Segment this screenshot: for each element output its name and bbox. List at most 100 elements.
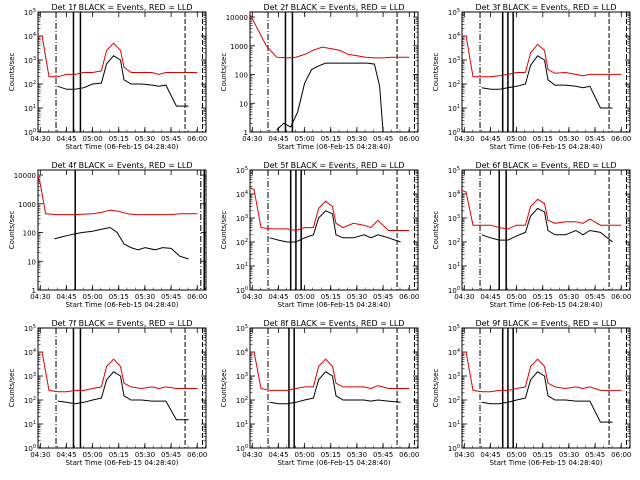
- y-tick-label: 100: [448, 286, 460, 295]
- y-tick-label: 103: [24, 56, 36, 65]
- x-tick-label: 04:45: [56, 451, 76, 459]
- x-axis-label: Start Time (06-Feb-15 04:28:40): [65, 459, 178, 467]
- x-axis-label: Start Time (06-Feb-15 04:28:40): [277, 301, 390, 309]
- x-tick-label: 05:00: [295, 293, 315, 301]
- x-axis-label: Start Time (06-Feb-15 04:28:40): [489, 301, 602, 309]
- y-axis-label: Counts/sec: [220, 211, 228, 250]
- y-tick-label: 10000: [226, 14, 248, 22]
- x-tick-label: 04:30: [454, 135, 474, 143]
- series-line-lld: [38, 35, 198, 78]
- x-tick-label: 05:00: [507, 135, 527, 143]
- plot-frame: [461, 11, 631, 133]
- x-tick-label: 05:30: [347, 135, 367, 143]
- x-tick-label: 05:45: [585, 293, 605, 301]
- x-tick-label: 04:30: [454, 451, 474, 459]
- x-tick-label: 05:00: [507, 451, 527, 459]
- chart-panel-9: 100 101 102 103 104 105 04:30 04:45 05:00 05:15 05…: [432, 319, 631, 467]
- x-tick-label: 06:00: [611, 451, 631, 459]
- x-tick-label: 05:15: [109, 293, 129, 301]
- x-axis-label: Start Time (06-Feb-15 04:28:40): [277, 143, 390, 151]
- chart-panel-5: 100 101 102 103 104 105 04:30 04:45 05:00 05:15 05…: [220, 161, 419, 309]
- x-tick-label: 05:15: [533, 293, 553, 301]
- y-tick-label: 1: [32, 287, 36, 295]
- x-tick-label: 04:45: [268, 293, 288, 301]
- y-axis-label: Counts/sec: [432, 53, 440, 92]
- y-tick-label: 102: [448, 238, 460, 247]
- y-tick-label: 100: [448, 128, 460, 137]
- chart-title: Det 1f BLACK = Events, RED = LLD: [51, 3, 192, 12]
- x-tick-label: 06:00: [611, 293, 631, 301]
- series-line-events: [481, 55, 613, 109]
- x-axis-label: Start Time (06-Feb-15 04:28:40): [277, 459, 390, 467]
- y-tick-label: 1000: [18, 201, 36, 209]
- y-axis-label: Counts/sec: [220, 53, 228, 92]
- x-tick-label: 05:15: [321, 135, 341, 143]
- x-tick-label: 05:00: [83, 135, 103, 143]
- y-tick-label: 104: [448, 190, 460, 199]
- y-tick-label: 102: [236, 238, 248, 247]
- series-line-lld: [38, 351, 198, 393]
- x-tick-label: 06:00: [399, 293, 419, 301]
- y-tick-label: 102: [24, 396, 36, 405]
- x-tick-label: 06:00: [187, 135, 207, 143]
- y-axis-label: Counts/sec: [8, 211, 16, 250]
- y-tick-label: 103: [448, 372, 460, 381]
- x-tick-label: 05:30: [559, 451, 579, 459]
- y-tick-label: 104: [236, 348, 248, 357]
- x-tick-label: 05:00: [295, 135, 315, 143]
- chart-title: Det 2f BLACK = Events, RED = LLD: [263, 3, 404, 12]
- y-tick-label: 105: [448, 324, 460, 333]
- y-tick-label: 101: [448, 262, 460, 271]
- y-axis-label: Counts/sec: [8, 369, 16, 408]
- y-tick-label: 10: [27, 258, 36, 266]
- y-tick-label: 104: [24, 32, 36, 41]
- y-tick-label: 101: [236, 262, 248, 271]
- y-tick-label: 105: [448, 8, 460, 17]
- y-tick-label: 102: [236, 396, 248, 405]
- x-tick-label: 04:30: [30, 293, 50, 301]
- chart-panel-8: 100 101 102 103 104 105 04:30 04:45 05:00 05:15 05…: [220, 319, 419, 467]
- y-tick-label: 105: [236, 166, 248, 175]
- plot-frame: [37, 169, 207, 291]
- chart-panel-1: 100 101 102 103 104 105 04:30 04:45 05:00 05:15 05…: [8, 3, 207, 151]
- y-tick-label: 101: [24, 420, 36, 429]
- x-tick-label: 04:30: [242, 451, 262, 459]
- x-tick-label: 06:00: [399, 135, 419, 143]
- y-tick-label: 105: [24, 8, 36, 17]
- chart-title: Det 7f BLACK = Events, RED = LLD: [51, 319, 192, 328]
- plot-frame: [37, 327, 207, 449]
- y-tick-label: 1000: [230, 43, 248, 51]
- chart-title: Det 5f BLACK = Events, RED = LLD: [263, 161, 404, 170]
- x-tick-label: 05:30: [135, 451, 155, 459]
- series-line-lld: [462, 351, 622, 393]
- x-tick-label: 05:15: [321, 293, 341, 301]
- chart-panel-6: 100 101 102 103 104 105 04:30 04:45 05:00 05:15 05…: [432, 161, 631, 309]
- y-tick-label: 100: [236, 286, 248, 295]
- x-tick-label: 05:30: [559, 293, 579, 301]
- y-tick-label: 102: [448, 80, 460, 89]
- chart-panel-2: 1 10 100 1000 10000 04:30 04:45 05:00 05:15 05:30…: [220, 3, 419, 151]
- y-axis-label: Counts/sec: [432, 211, 440, 250]
- series-line-events: [269, 371, 401, 405]
- series-line-events: [481, 207, 613, 243]
- x-tick-label: 05:45: [373, 293, 393, 301]
- x-tick-label: 04:45: [480, 451, 500, 459]
- series-line-events: [57, 55, 189, 107]
- series-line-events: [54, 226, 189, 260]
- x-tick-label: 05:15: [109, 135, 129, 143]
- plot-frame: [249, 169, 419, 291]
- y-tick-label: 100: [448, 444, 460, 453]
- y-tick-label: 100: [24, 444, 36, 453]
- chart-title: Det 8f BLACK = Events, RED = LLD: [263, 319, 404, 328]
- y-tick-label: 104: [448, 32, 460, 41]
- x-tick-label: 04:45: [56, 135, 76, 143]
- series-line-events: [269, 210, 401, 243]
- series-line-lld: [38, 174, 198, 216]
- x-tick-label: 06:00: [611, 135, 631, 143]
- series-line-lld: [250, 186, 410, 232]
- y-tick-label: 100: [235, 72, 248, 80]
- chart-panel-3: 100 101 102 103 104 105 04:30 04:45 05:00 05:15 05…: [432, 3, 631, 151]
- x-tick-label: 05:15: [321, 451, 341, 459]
- x-tick-label: 05:00: [507, 293, 527, 301]
- x-tick-label: 05:30: [347, 451, 367, 459]
